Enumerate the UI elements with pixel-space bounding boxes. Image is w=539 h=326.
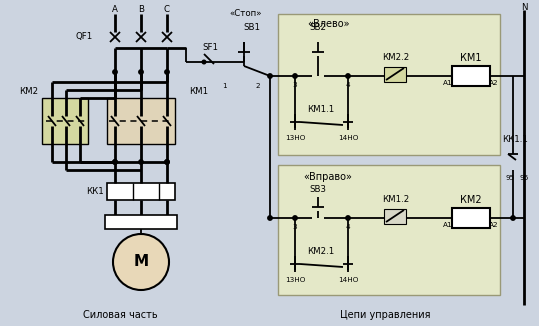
Bar	[384, 67, 406, 82]
Text: A: A	[112, 6, 118, 14]
Circle shape	[139, 160, 143, 164]
Text: 14НО: 14НО	[338, 135, 358, 141]
Bar	[107, 183, 175, 200]
Text: А2: А2	[489, 222, 499, 228]
Text: 14НО: 14НО	[338, 277, 358, 283]
Bar	[278, 165, 500, 295]
Text: SB2: SB2	[309, 23, 327, 33]
Text: КМ1.1: КМ1.1	[307, 106, 335, 114]
Circle shape	[293, 74, 297, 78]
Circle shape	[113, 160, 117, 164]
Text: 3: 3	[293, 224, 298, 230]
Text: 96: 96	[520, 175, 529, 181]
Text: А1: А1	[443, 222, 453, 228]
Text: КМ2: КМ2	[19, 87, 38, 96]
Text: C: C	[164, 6, 170, 14]
Bar	[384, 209, 406, 224]
Circle shape	[165, 70, 169, 74]
Circle shape	[113, 160, 117, 164]
Circle shape	[293, 216, 297, 220]
Circle shape	[346, 216, 350, 220]
Text: SB1: SB1	[244, 22, 260, 32]
Text: SB3: SB3	[309, 185, 327, 194]
Bar	[452, 66, 490, 86]
Circle shape	[346, 74, 350, 78]
Bar	[105, 215, 177, 229]
Text: QF1: QF1	[76, 32, 93, 40]
Text: Цепи управления: Цепи управления	[340, 310, 430, 320]
Circle shape	[113, 234, 169, 290]
Text: КМ1: КМ1	[189, 87, 208, 96]
Text: N: N	[521, 3, 527, 11]
Text: SF1: SF1	[202, 43, 218, 52]
Text: М: М	[134, 255, 149, 270]
Text: «Влево»: «Влево»	[307, 19, 349, 29]
Text: 95: 95	[506, 175, 515, 181]
Text: КМ1: КМ1	[460, 53, 482, 63]
Text: 13НО: 13НО	[285, 135, 305, 141]
Circle shape	[268, 216, 272, 220]
Circle shape	[165, 160, 169, 164]
Circle shape	[165, 160, 169, 164]
Circle shape	[113, 70, 117, 74]
Text: 3: 3	[293, 82, 298, 88]
Text: 13НО: 13НО	[285, 277, 305, 283]
Text: 2: 2	[255, 83, 260, 89]
Text: КМ2.2: КМ2.2	[382, 53, 410, 63]
Bar	[42, 98, 88, 144]
Text: КМ2: КМ2	[460, 195, 482, 205]
Text: «Стоп»: «Стоп»	[230, 9, 262, 19]
Text: КМ1.2: КМ1.2	[382, 196, 410, 204]
Text: КК1.1: КК1.1	[502, 136, 528, 144]
Circle shape	[268, 74, 272, 78]
Text: 4: 4	[345, 82, 350, 88]
Text: «Вправо»: «Вправо»	[303, 172, 353, 182]
Text: 1: 1	[222, 83, 226, 89]
Bar	[107, 98, 175, 144]
Text: КМ2.1: КМ2.1	[307, 247, 335, 257]
Text: А1: А1	[443, 80, 453, 86]
Bar	[452, 208, 490, 228]
Text: Силовая часть: Силовая часть	[82, 310, 157, 320]
Text: 4: 4	[345, 224, 350, 230]
Text: B: B	[138, 6, 144, 14]
Circle shape	[139, 70, 143, 74]
Text: А2: А2	[489, 80, 499, 86]
Text: КК1: КК1	[86, 186, 104, 196]
Circle shape	[202, 60, 206, 64]
Circle shape	[511, 216, 515, 220]
Bar	[278, 14, 500, 155]
